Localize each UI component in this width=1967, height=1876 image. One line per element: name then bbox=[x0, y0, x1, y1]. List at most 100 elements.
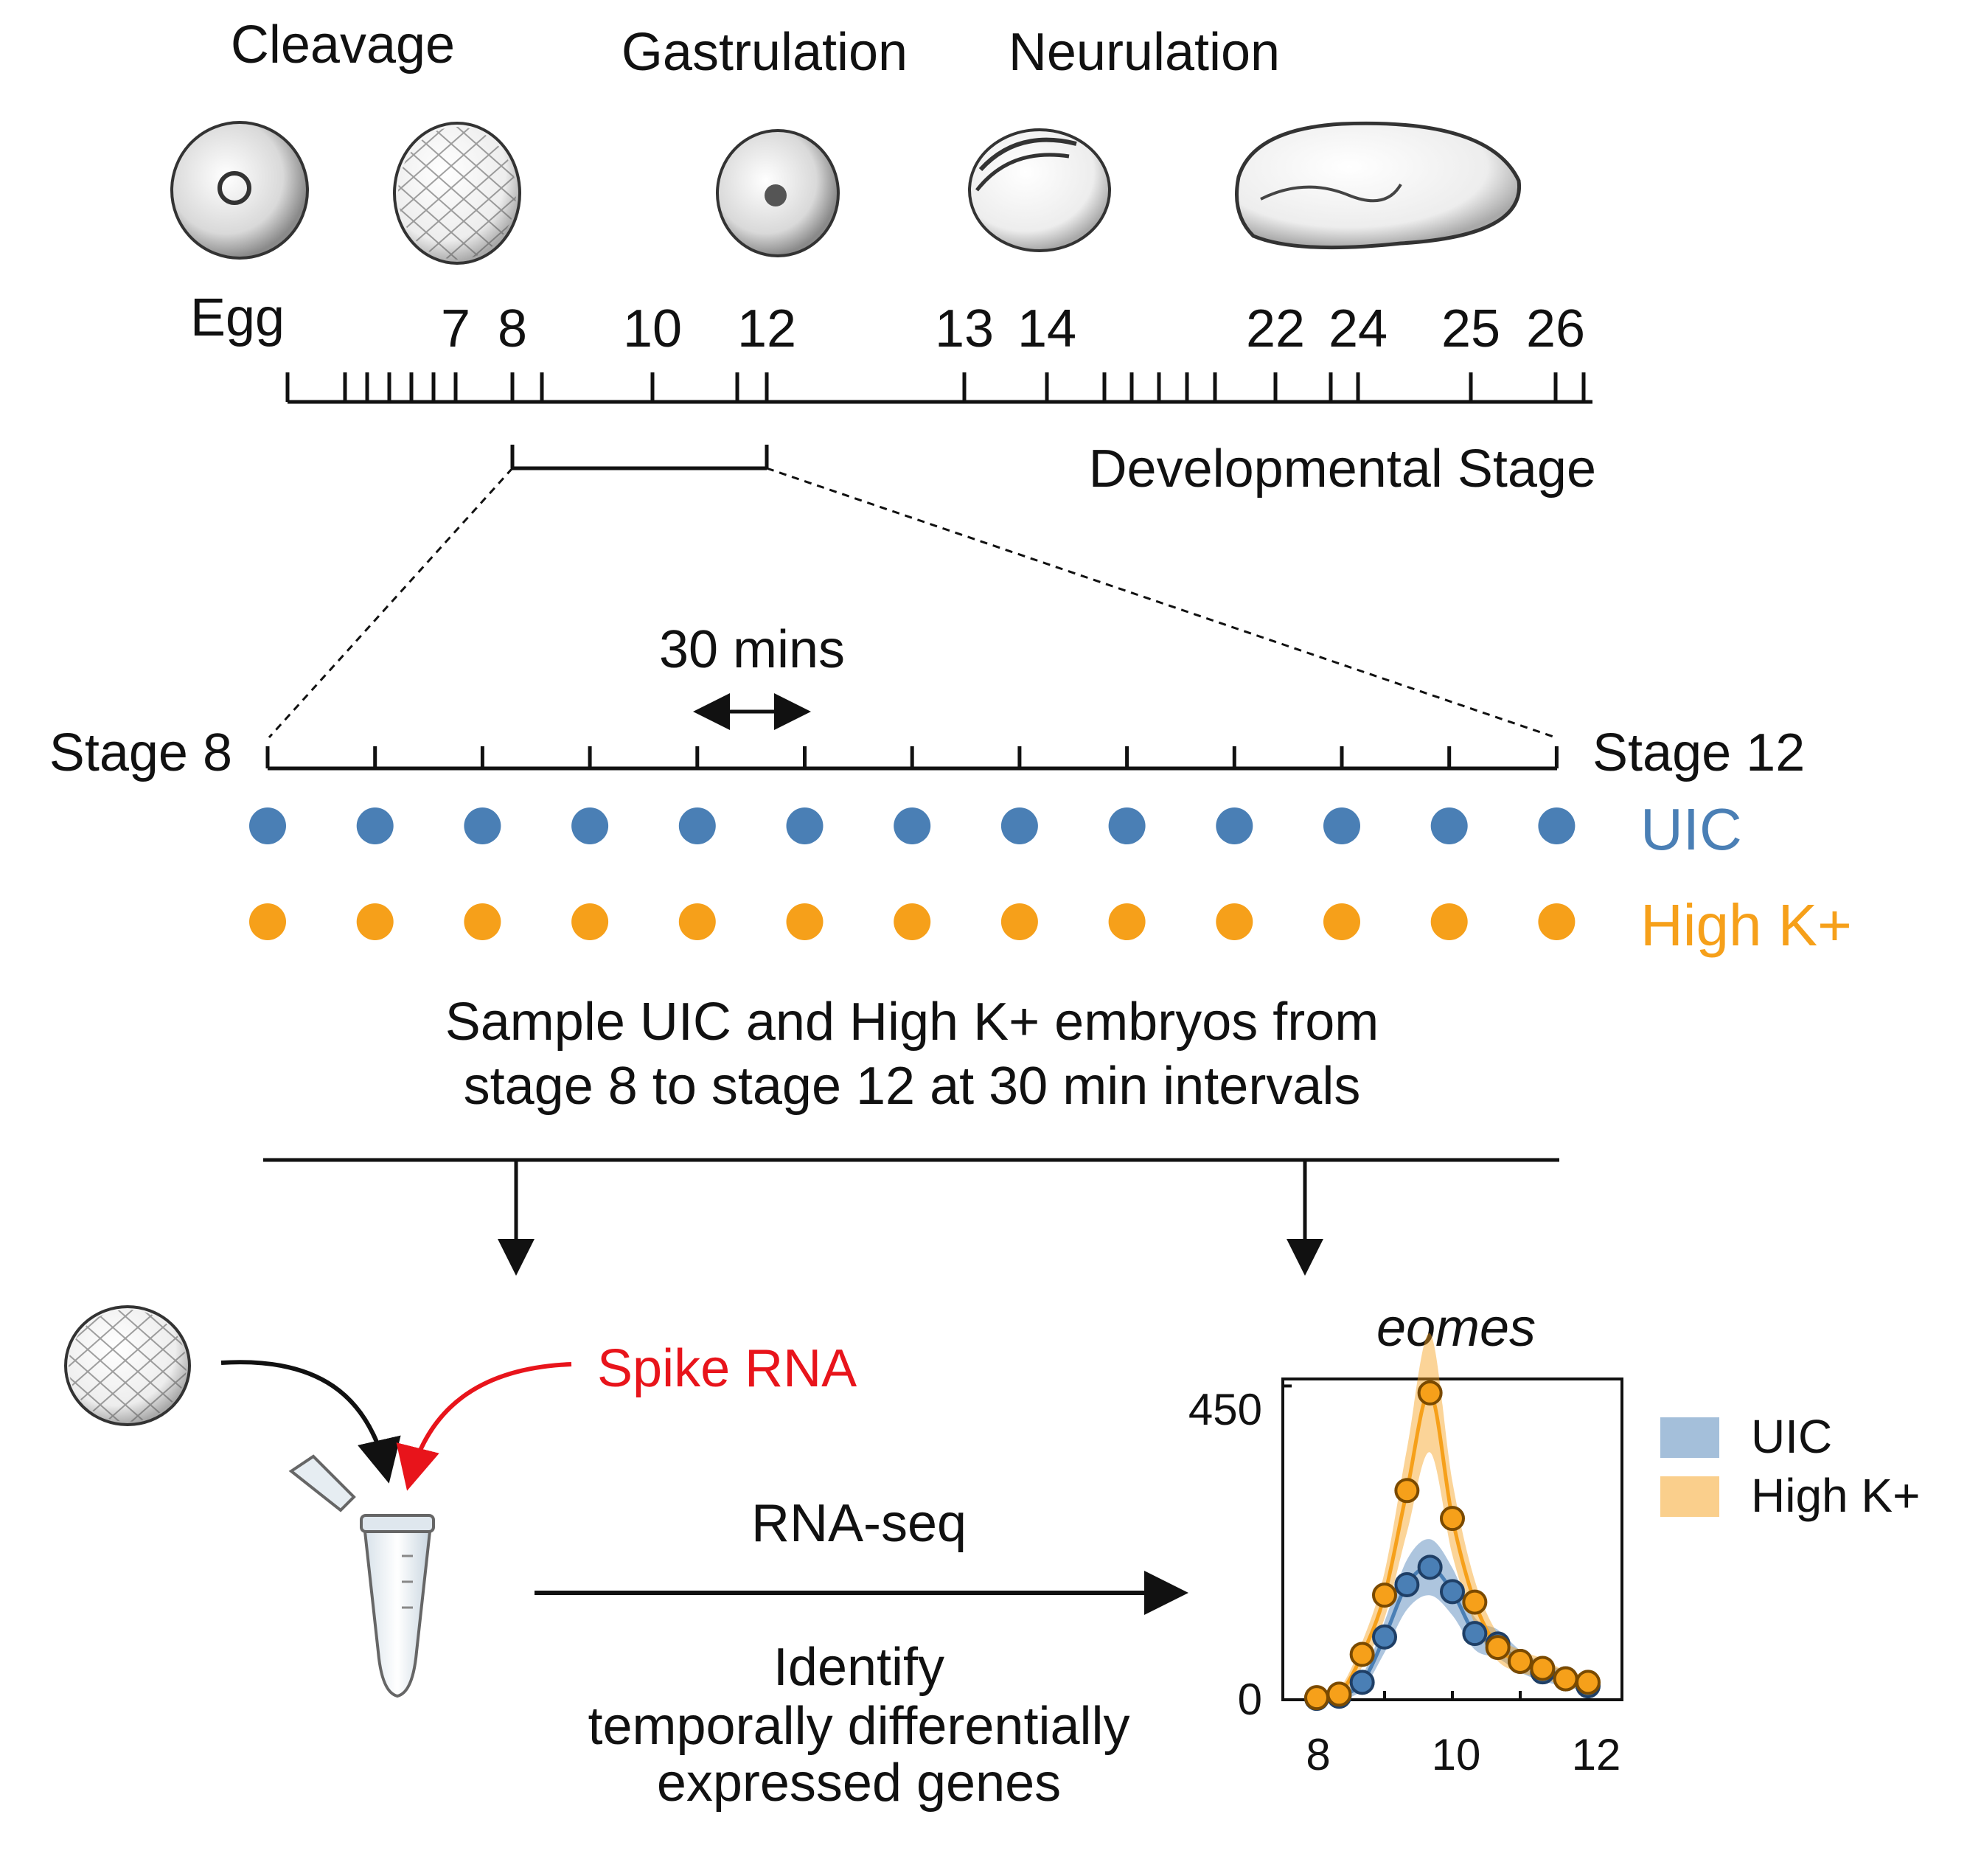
gastrula-illustration bbox=[716, 129, 840, 257]
uic-sample-dot bbox=[464, 807, 501, 844]
data-point-highk bbox=[1440, 1506, 1465, 1532]
uic-sample-dot bbox=[1430, 807, 1468, 844]
legend-swatch-highk bbox=[1660, 1476, 1719, 1517]
stage-label-14: 14 bbox=[1017, 299, 1076, 358]
phase-label-neurulation: Neurulation bbox=[1009, 23, 1280, 82]
branch-connector bbox=[263, 1158, 1559, 1276]
stage-12-label: Stage 12 bbox=[1592, 723, 1805, 782]
legend-label-highk: High K+ bbox=[1751, 1469, 1920, 1522]
identify-line-3: expressed genes bbox=[657, 1754, 1061, 1813]
data-point-uic bbox=[1372, 1624, 1397, 1650]
data-point-highk bbox=[1304, 1685, 1329, 1711]
data-point-highk bbox=[1462, 1589, 1488, 1615]
eomes-chart bbox=[1281, 1333, 1623, 1712]
legend-swatch-uic bbox=[1660, 1417, 1719, 1458]
legend-label-uic: UIC bbox=[1751, 1410, 1832, 1463]
uic-sample-dot bbox=[894, 807, 931, 844]
highk-sample-dot bbox=[1430, 903, 1468, 940]
highk-sample-dot bbox=[678, 903, 716, 940]
highk-sample-dot bbox=[1108, 903, 1146, 940]
zoom-guide-lines bbox=[268, 467, 1556, 739]
data-point-highk bbox=[1508, 1648, 1533, 1674]
stage-label-22: 22 bbox=[1246, 299, 1305, 358]
stage-label-egg: Egg bbox=[190, 288, 285, 347]
chart-legend: UIC High K+ bbox=[1660, 1410, 1920, 1522]
uic-sample-dot bbox=[678, 807, 716, 844]
caption-line-2: stage 8 to stage 12 at 30 min intervals bbox=[464, 1057, 1361, 1116]
uic-sample-dots bbox=[249, 807, 1576, 844]
data-point-uic bbox=[1417, 1554, 1443, 1580]
x-tick-label-12: 12 bbox=[1572, 1730, 1621, 1779]
data-point-highk bbox=[1349, 1642, 1375, 1667]
stage-label-24: 24 bbox=[1329, 299, 1388, 358]
highk-sample-dot bbox=[786, 903, 824, 940]
data-point-uic bbox=[1349, 1670, 1375, 1695]
sampling-timeline-axis bbox=[265, 746, 1559, 771]
highk-sample-dot bbox=[1216, 903, 1253, 940]
stage-8-label: Stage 8 bbox=[49, 723, 232, 782]
neurula-illustration bbox=[968, 128, 1111, 252]
zoom-bracket bbox=[510, 445, 769, 470]
phase-label-gastrulation: Gastrulation bbox=[622, 23, 908, 82]
uic-sample-dot bbox=[786, 807, 824, 844]
highk-sample-dot bbox=[1323, 903, 1360, 940]
phase-label-cleavage: Cleavage bbox=[231, 15, 455, 74]
rna-seq-label: RNA-seq bbox=[751, 1494, 967, 1553]
uic-sample-dot bbox=[1000, 807, 1038, 844]
highk-sample-dot bbox=[1000, 903, 1038, 940]
spike-rna-arrow bbox=[396, 1362, 572, 1491]
data-point-highk bbox=[1576, 1670, 1601, 1695]
uic-sample-dot bbox=[1216, 807, 1253, 844]
data-point-highk bbox=[1530, 1656, 1556, 1681]
highk-sample-dot bbox=[464, 903, 501, 940]
uic-sample-dot bbox=[249, 807, 286, 844]
highk-sample-dots bbox=[249, 903, 1576, 940]
data-point-highk bbox=[1326, 1681, 1352, 1707]
data-point-uic bbox=[1462, 1621, 1488, 1647]
uic-sample-dot bbox=[1323, 807, 1360, 844]
embryo-to-tube-arrow bbox=[220, 1360, 401, 1484]
highk-sample-dot bbox=[571, 903, 609, 940]
stage-label-10: 10 bbox=[623, 299, 682, 358]
stage-label-26: 26 bbox=[1526, 299, 1585, 358]
interval-label: 30 mins bbox=[659, 620, 845, 679]
identify-line-1: Identify bbox=[773, 1638, 944, 1697]
stage-label-8: 8 bbox=[498, 299, 527, 358]
highk-row-label: High K+ bbox=[1640, 892, 1852, 958]
data-point-highk bbox=[1372, 1583, 1397, 1608]
uic-sample-dot bbox=[571, 807, 609, 844]
uic-sample-dot bbox=[1108, 807, 1146, 844]
data-point-highk bbox=[1394, 1478, 1420, 1504]
axis-title-developmental-stage: Developmental Stage bbox=[1089, 440, 1596, 498]
stage-label-7: 7 bbox=[441, 299, 470, 358]
uic-sample-dot bbox=[1538, 807, 1576, 844]
developmental-stage-axis bbox=[285, 372, 1592, 404]
uic-row-label: UIC bbox=[1640, 796, 1742, 862]
chart-title: eomes bbox=[1376, 1299, 1536, 1358]
uic-sample-dot bbox=[356, 807, 394, 844]
data-point-uic bbox=[1394, 1571, 1420, 1597]
stage-label-25: 25 bbox=[1441, 299, 1500, 358]
caption-line-1: Sample UIC and High K+ embryos from bbox=[445, 993, 1379, 1052]
embryo-sample-illustration bbox=[64, 1305, 191, 1426]
highk-sample-dot bbox=[249, 903, 286, 940]
cleavage-embryo-illustration bbox=[393, 122, 521, 265]
highk-sample-dot bbox=[356, 903, 394, 940]
tube-icon bbox=[288, 1454, 435, 1698]
highk-sample-dot bbox=[894, 903, 931, 940]
stage-label-12: 12 bbox=[737, 299, 796, 358]
egg-illustration bbox=[170, 121, 309, 260]
identify-line-2: temporally differentially bbox=[588, 1697, 1129, 1756]
stage-label-13: 13 bbox=[935, 299, 994, 358]
y-tick-label-0: 0 bbox=[1238, 1675, 1262, 1724]
tailbud-illustration bbox=[1235, 121, 1522, 250]
data-point-highk bbox=[1485, 1635, 1511, 1661]
y-tick-label-450: 450 bbox=[1188, 1385, 1262, 1434]
x-tick-label-8: 8 bbox=[1306, 1730, 1330, 1779]
spike-rna-label: Spike RNA bbox=[597, 1339, 857, 1398]
data-point-highk bbox=[1417, 1380, 1443, 1406]
x-tick-label-10: 10 bbox=[1432, 1730, 1481, 1779]
data-point-highk bbox=[1553, 1666, 1578, 1692]
highk-sample-dot bbox=[1538, 903, 1576, 940]
